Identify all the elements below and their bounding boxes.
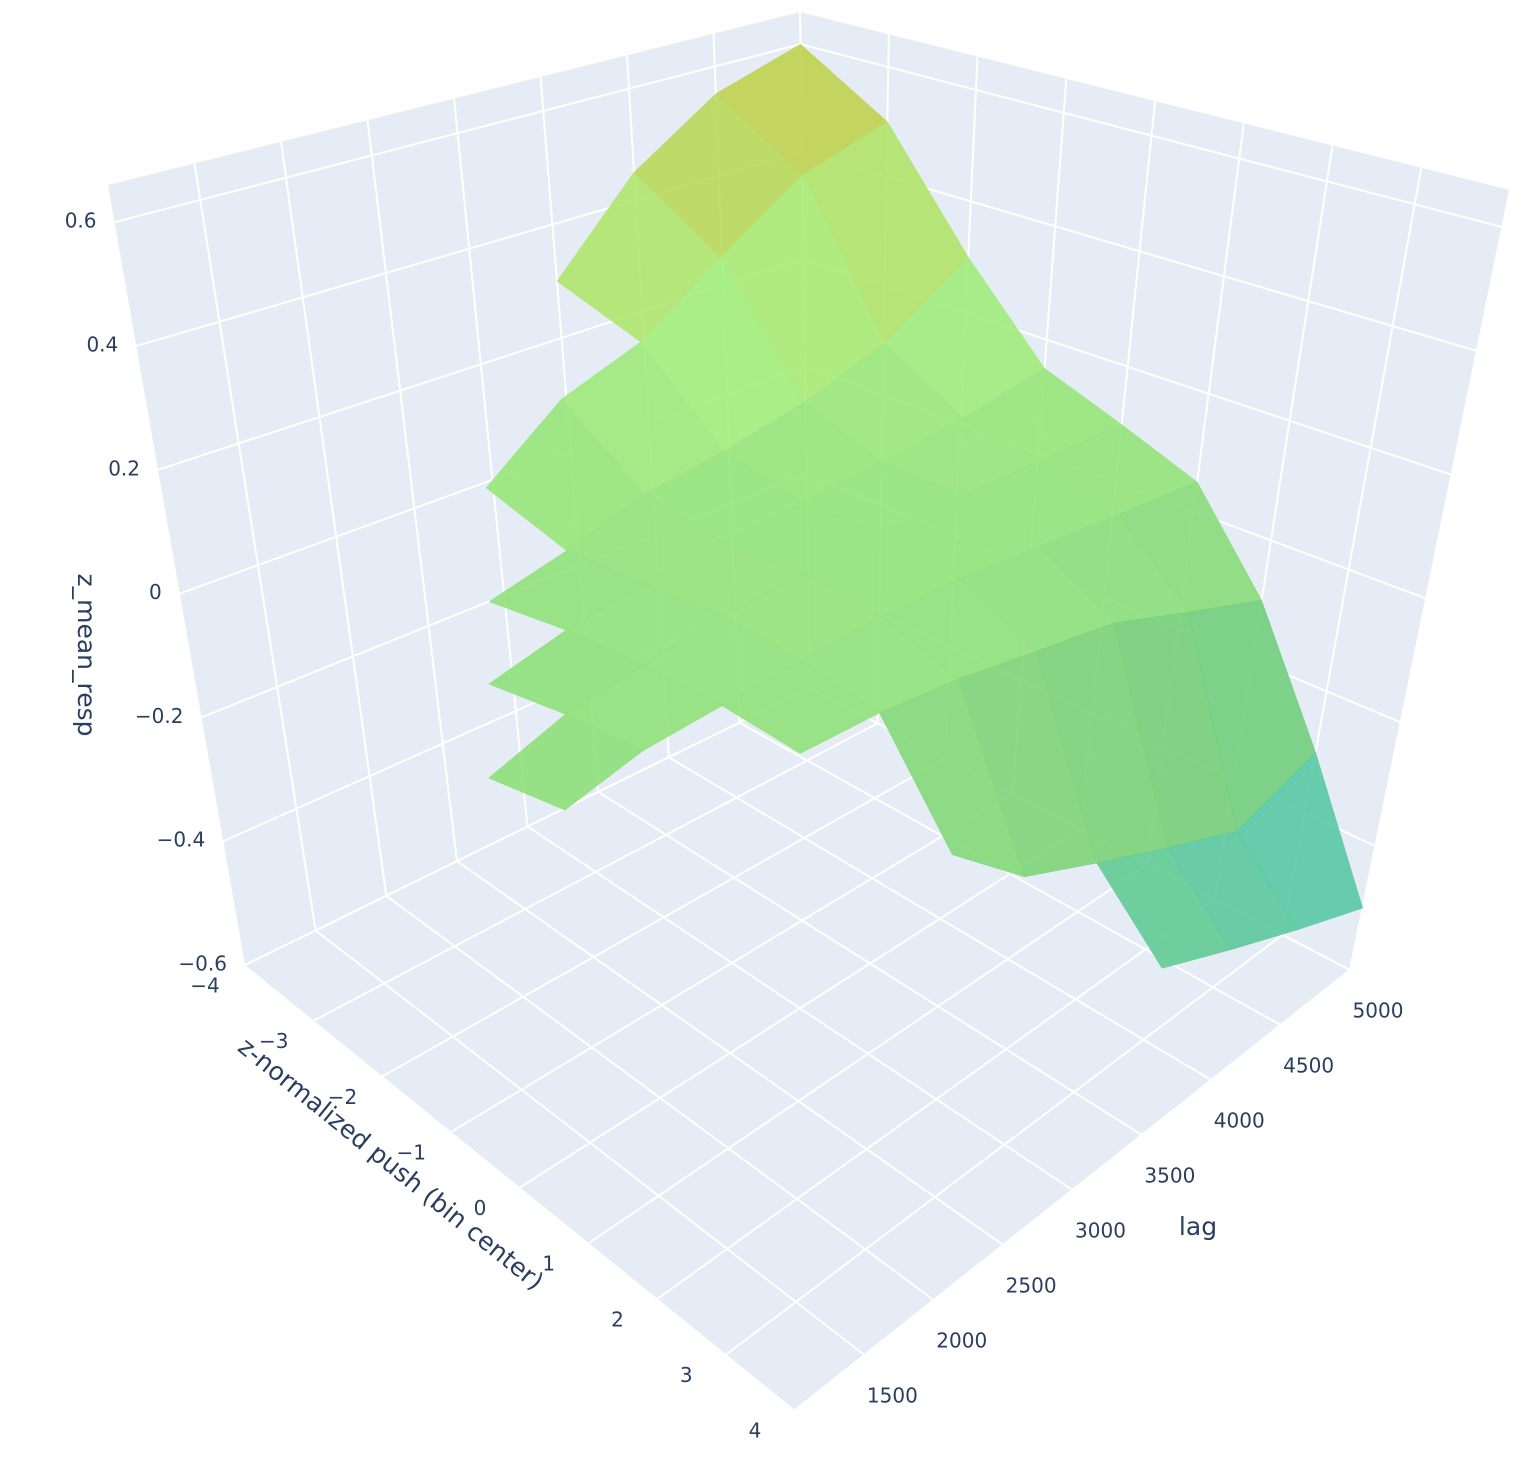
grid-line bbox=[526, 825, 1074, 1191]
surface-cell bbox=[879, 678, 1025, 878]
x-tick-label: 3 bbox=[680, 1363, 693, 1387]
surface-cell bbox=[1096, 847, 1231, 969]
grid-line bbox=[597, 791, 1143, 1136]
x-tick-label: 2 bbox=[611, 1307, 624, 1331]
x-tick-label: 0 bbox=[474, 1196, 487, 1220]
z-tick-label: 0.2 bbox=[108, 456, 140, 480]
grid-line bbox=[453, 98, 529, 827]
y-tick-label: 4500 bbox=[1283, 1054, 1334, 1078]
z-tick-label: −0.6 bbox=[178, 952, 227, 976]
x-tick-label: −2 bbox=[328, 1085, 357, 1109]
x-tick-label: 1 bbox=[542, 1252, 555, 1276]
y-tick-label: 2500 bbox=[1006, 1274, 1057, 1298]
x-tick-label: −1 bbox=[397, 1140, 426, 1164]
grid-line bbox=[738, 721, 1282, 1026]
x-tick-label: 4 bbox=[749, 1419, 762, 1443]
grid-line bbox=[366, 119, 458, 862]
z-tick-label: −0.4 bbox=[157, 828, 206, 852]
z-tick-label: 0 bbox=[149, 580, 162, 604]
x-tick-label: −4 bbox=[190, 974, 219, 998]
grid-line bbox=[314, 929, 866, 1356]
grid-line bbox=[1349, 189, 1511, 971]
surface-cell bbox=[488, 713, 644, 811]
y-tick-label: 2000 bbox=[936, 1329, 987, 1353]
x-tick-label: −3 bbox=[259, 1029, 288, 1053]
grid-line bbox=[280, 141, 388, 896]
surface bbox=[485, 43, 1364, 969]
y-axis-title: lag bbox=[1179, 1212, 1217, 1241]
labels: −4 −3 −2 −1 0 1 2 3 4 1500 2000 2500 3000 3500 4000 450… bbox=[65, 209, 1404, 1443]
y-tick-label: 4000 bbox=[1214, 1109, 1265, 1133]
y-tick-label: 3000 bbox=[1075, 1219, 1126, 1243]
z-axis-title: z_mean_resp bbox=[72, 573, 101, 736]
z-tick-label: 0.6 bbox=[65, 209, 97, 233]
z-tick-label: 0.4 bbox=[86, 332, 118, 356]
grid-line bbox=[385, 894, 935, 1301]
wall bbox=[245, 688, 1350, 1410]
grid-line bbox=[668, 756, 1212, 1081]
y-tick-label: 5000 bbox=[1353, 999, 1404, 1023]
grid-line bbox=[193, 163, 317, 931]
z-tick-label: −0.2 bbox=[135, 704, 184, 728]
grid-line bbox=[456, 860, 1004, 1246]
y-tick-label: 3500 bbox=[1144, 1164, 1195, 1188]
y-tick-label: 1500 bbox=[867, 1384, 918, 1408]
